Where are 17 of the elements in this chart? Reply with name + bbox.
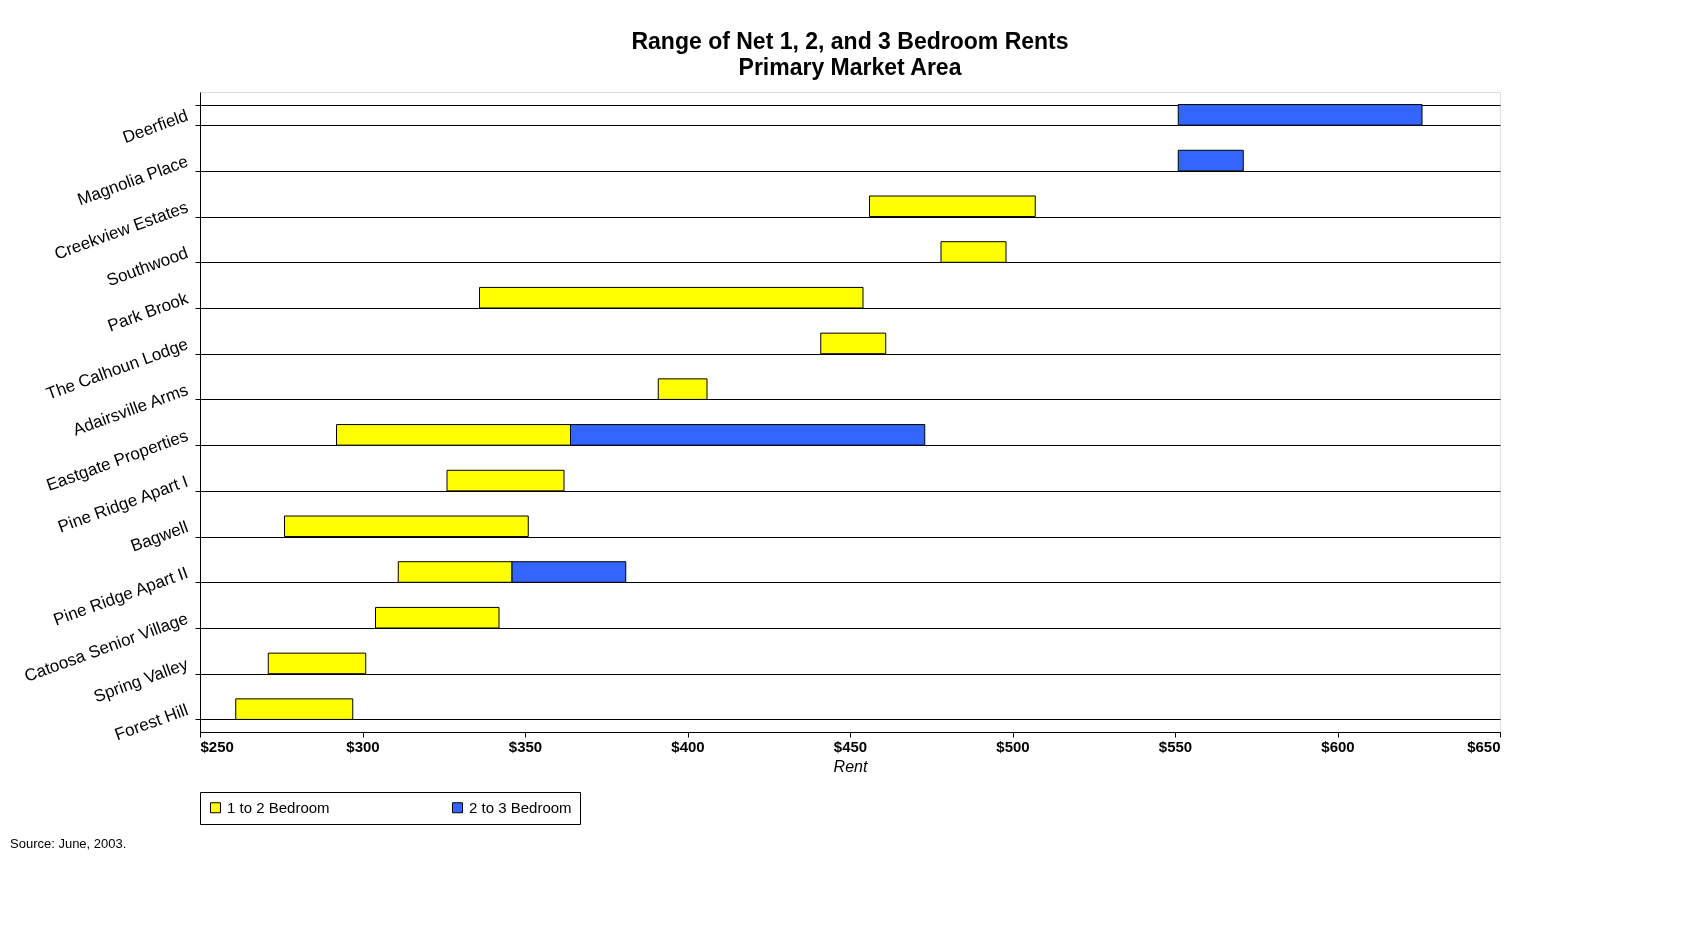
chart-subtitle: Primary Market Area [738,53,962,80]
x-tick-label: $500 [996,737,1030,755]
x-tick-label: $300 [346,737,380,755]
legend-label: 1 to 2 Bedroom [227,798,330,816]
x-tick-label: $350 [508,737,543,755]
legend-label: 2 to 3 Bedroom [469,798,572,816]
x-tick-label: $600 [1321,737,1355,755]
x-tick-label: $650 [1467,737,1501,755]
x-tick-label: $450 [833,737,868,755]
x-tick-label: $550 [1158,737,1193,755]
chart-title: Range of Net 1, 2, and 3 Bedroom Rents [631,27,1069,54]
x-axis-title: Rent [833,757,868,775]
x-tick-label: $250 [200,737,234,755]
x-tick-label: $400 [671,737,705,755]
y-tick-label: Forest Hill [112,700,191,745]
y-tick-label: Park Brook [105,288,192,336]
source-note: Source: June, 2003. [10,836,127,851]
